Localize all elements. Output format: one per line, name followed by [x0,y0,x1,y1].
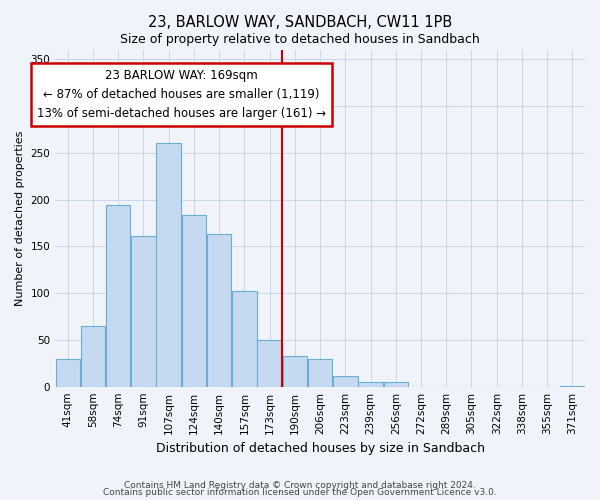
Bar [232,292,257,386]
Y-axis label: Number of detached properties: Number of detached properties [15,130,25,306]
Bar [56,358,80,386]
Bar [182,214,206,386]
Bar [358,382,383,386]
Bar [157,142,181,386]
Text: 23, BARLOW WAY, SANDBACH, CW11 1PB: 23, BARLOW WAY, SANDBACH, CW11 1PB [148,15,452,30]
Bar [383,382,408,386]
X-axis label: Distribution of detached houses by size in Sandbach: Distribution of detached houses by size … [155,442,485,455]
Text: Size of property relative to detached houses in Sandbach: Size of property relative to detached ho… [120,32,480,46]
Bar [257,340,282,386]
Bar [283,356,307,386]
Bar [207,234,232,386]
Bar [308,358,332,386]
Text: 23 BARLOW WAY: 169sqm
← 87% of detached houses are smaller (1,119)
13% of semi-d: 23 BARLOW WAY: 169sqm ← 87% of detached … [37,68,326,120]
Bar [131,236,156,386]
Bar [81,326,105,386]
Text: Contains HM Land Registry data © Crown copyright and database right 2024.: Contains HM Land Registry data © Crown c… [124,480,476,490]
Bar [333,376,358,386]
Bar [106,205,130,386]
Text: Contains public sector information licensed under the Open Government Licence v3: Contains public sector information licen… [103,488,497,497]
